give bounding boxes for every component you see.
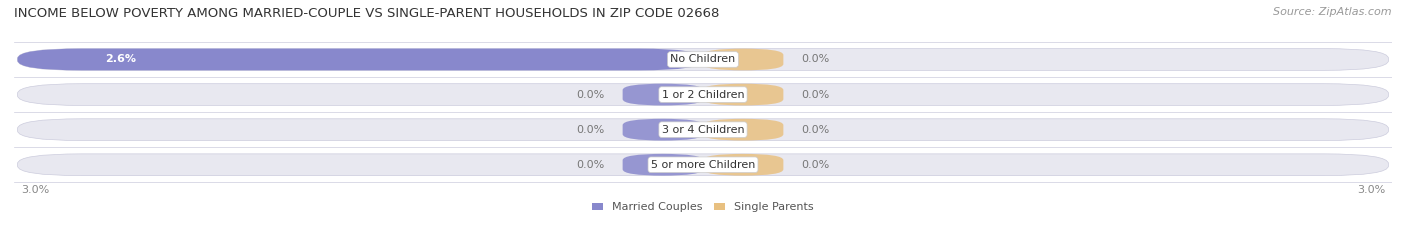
FancyBboxPatch shape [17,84,1389,106]
FancyBboxPatch shape [703,154,783,176]
Legend: Married Couples, Single Parents: Married Couples, Single Parents [592,202,814,212]
Text: 5 or more Children: 5 or more Children [651,160,755,170]
FancyBboxPatch shape [17,49,1389,70]
Text: 2.6%: 2.6% [105,55,136,65]
Text: 3.0%: 3.0% [21,185,49,195]
FancyBboxPatch shape [703,84,783,106]
Text: 0.0%: 0.0% [801,89,830,99]
Text: INCOME BELOW POVERTY AMONG MARRIED-COUPLE VS SINGLE-PARENT HOUSEHOLDS IN ZIP COD: INCOME BELOW POVERTY AMONG MARRIED-COUPL… [14,7,720,20]
Text: No Children: No Children [671,55,735,65]
FancyBboxPatch shape [623,154,703,176]
Text: 0.0%: 0.0% [576,160,605,170]
FancyBboxPatch shape [623,119,703,140]
Text: 0.0%: 0.0% [801,125,830,135]
Text: 0.0%: 0.0% [801,55,830,65]
Text: Source: ZipAtlas.com: Source: ZipAtlas.com [1274,7,1392,17]
Text: 3 or 4 Children: 3 or 4 Children [662,125,744,135]
Text: 0.0%: 0.0% [576,89,605,99]
FancyBboxPatch shape [703,119,783,140]
FancyBboxPatch shape [703,49,783,70]
FancyBboxPatch shape [17,49,703,70]
FancyBboxPatch shape [17,119,1389,140]
Text: 3.0%: 3.0% [1357,185,1385,195]
Text: 1 or 2 Children: 1 or 2 Children [662,89,744,99]
Text: 0.0%: 0.0% [576,125,605,135]
Text: 0.0%: 0.0% [801,160,830,170]
FancyBboxPatch shape [17,154,1389,176]
FancyBboxPatch shape [623,84,703,106]
